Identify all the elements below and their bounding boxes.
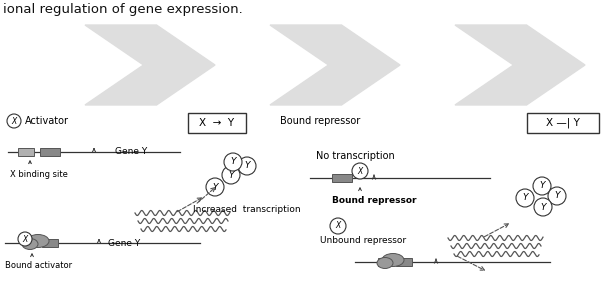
Text: Bound repressor: Bound repressor: [332, 196, 417, 205]
Circle shape: [222, 166, 240, 184]
Polygon shape: [85, 25, 215, 105]
Text: ional regulation of gene expression.: ional regulation of gene expression.: [3, 3, 243, 16]
Text: Y: Y: [212, 182, 218, 191]
Text: Unbound repressor: Unbound repressor: [320, 236, 406, 245]
Circle shape: [352, 163, 368, 179]
Ellipse shape: [377, 258, 393, 268]
Text: No transcription: No transcription: [316, 151, 394, 161]
Text: Y: Y: [244, 161, 250, 171]
Text: Increased  transcription: Increased transcription: [193, 205, 301, 215]
Circle shape: [7, 114, 21, 128]
Bar: [18, 148, 34, 156]
Text: Bound activator: Bound activator: [5, 261, 72, 270]
Circle shape: [238, 157, 256, 175]
Text: Activator: Activator: [25, 116, 69, 126]
Bar: [378, 258, 392, 266]
FancyArrowPatch shape: [177, 198, 202, 211]
Text: Y: Y: [540, 181, 545, 191]
Ellipse shape: [382, 254, 404, 267]
FancyArrowPatch shape: [485, 224, 508, 237]
Ellipse shape: [22, 238, 38, 249]
Bar: [42, 239, 58, 247]
FancyBboxPatch shape: [188, 113, 246, 133]
Circle shape: [18, 232, 32, 246]
Text: Y: Y: [230, 158, 236, 167]
FancyArrowPatch shape: [197, 188, 215, 203]
Circle shape: [548, 187, 566, 205]
Circle shape: [224, 153, 242, 171]
Circle shape: [330, 218, 346, 234]
Text: Bound repressor: Bound repressor: [280, 116, 360, 126]
Text: X binding site: X binding site: [10, 170, 68, 179]
Text: X  →  Y: X → Y: [199, 118, 235, 128]
Polygon shape: [455, 25, 585, 105]
Text: Gene Y: Gene Y: [115, 146, 147, 155]
Text: X —| Y: X —| Y: [546, 118, 580, 128]
Text: Y: Y: [522, 194, 528, 202]
Text: Y: Y: [229, 171, 234, 179]
Bar: [332, 174, 352, 182]
FancyArrowPatch shape: [458, 256, 485, 270]
Text: Y: Y: [554, 191, 560, 201]
Text: Y: Y: [540, 202, 546, 211]
Circle shape: [206, 178, 224, 196]
Text: X: X: [357, 167, 362, 175]
FancyBboxPatch shape: [527, 113, 599, 133]
Circle shape: [533, 177, 551, 195]
Text: X: X: [12, 116, 16, 125]
Text: Gene Y: Gene Y: [108, 238, 141, 248]
Circle shape: [516, 189, 534, 207]
Text: X: X: [23, 235, 27, 244]
Polygon shape: [270, 25, 400, 105]
Ellipse shape: [27, 235, 49, 248]
Bar: [396, 258, 412, 266]
Text: X: X: [335, 221, 340, 231]
Circle shape: [534, 198, 552, 216]
Bar: [40, 148, 60, 156]
